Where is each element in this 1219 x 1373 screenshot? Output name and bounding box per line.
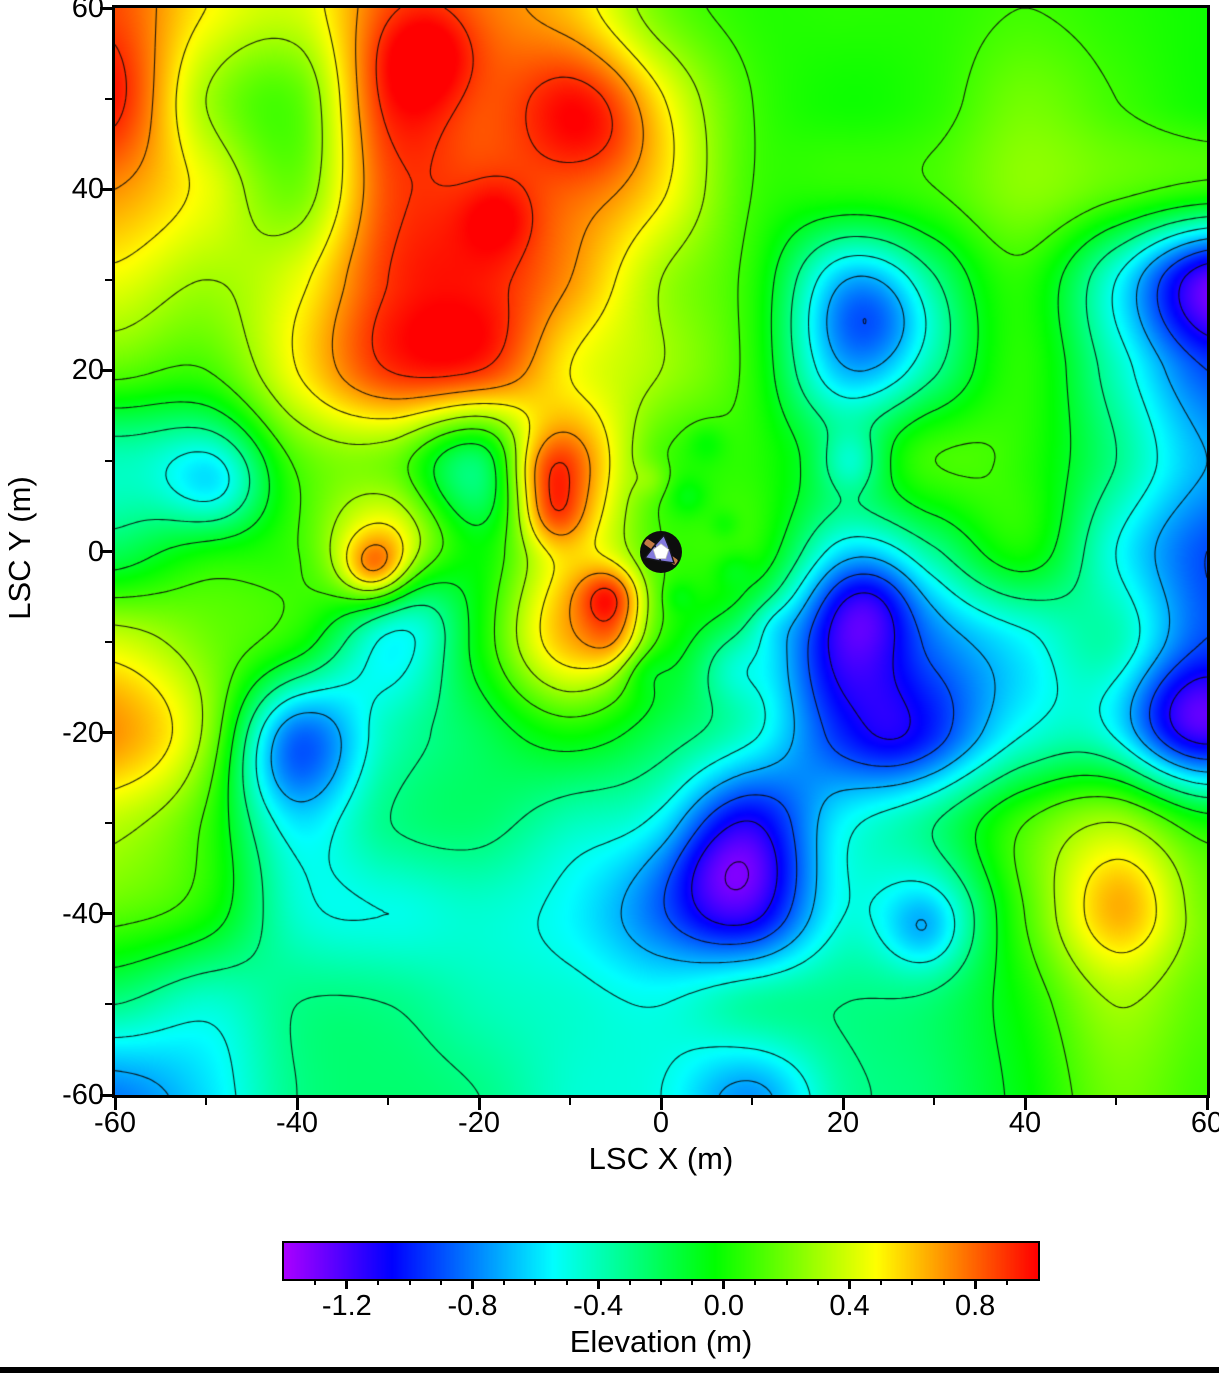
x-axis-minor-tick <box>387 1098 389 1105</box>
y-axis-minor-tick <box>105 641 112 644</box>
y-axis-major-tick <box>100 187 112 191</box>
y-axis-major-tick <box>100 550 112 553</box>
y-axis-major-tick <box>100 1093 112 1097</box>
x-axis-major-tick <box>1023 1098 1027 1110</box>
y-axis-minor-tick <box>105 459 112 462</box>
x-axis-minor-tick <box>569 1098 571 1105</box>
colorbar-major-tick <box>596 1279 600 1289</box>
x-axis-major-tick <box>659 1098 663 1110</box>
colorbar-major-tick <box>973 1279 977 1289</box>
y-axis-tick-label: -40 <box>62 897 104 930</box>
y-axis-tick-label: 60 <box>71 0 104 24</box>
colorbar-minor-tick <box>660 1279 662 1285</box>
colorbar-minor-tick <box>534 1279 537 1285</box>
colorbar-minor-tick <box>408 1279 411 1285</box>
x-axis-major-tick <box>1205 1098 1209 1110</box>
colorbar-minor-tick <box>879 1279 882 1285</box>
colorbar-tick-label: 0.8 <box>954 1290 996 1322</box>
x-axis-tick-label: 40 <box>1008 1107 1042 1139</box>
x-axis-minor-tick <box>1115 1098 1117 1105</box>
x-axis-tick-label: -40 <box>276 1107 318 1139</box>
y-axis-major-tick <box>100 731 112 735</box>
x-axis-major-tick <box>113 1098 117 1110</box>
colorbar-tick-label: -0.8 <box>447 1290 498 1322</box>
colorbar-minor-tick <box>628 1279 631 1285</box>
colorbar-minor-tick <box>440 1279 443 1285</box>
site-marker-icon <box>640 530 682 573</box>
colorbar-tick-label: 0.4 <box>829 1290 870 1322</box>
colorbar <box>282 1241 1040 1281</box>
colorbar-minor-tick <box>911 1279 914 1285</box>
colorbar-minor-tick <box>691 1279 694 1285</box>
y-axis-tick-label: 20 <box>71 354 104 387</box>
y-axis-minor-tick <box>105 1003 112 1006</box>
y-axis-minor-tick <box>105 278 112 281</box>
y-axis-tick-label: -20 <box>62 716 104 749</box>
colorbar-minor-tick <box>565 1279 568 1285</box>
x-axis-major-tick <box>295 1098 299 1110</box>
colorbar-tick-label: -0.4 <box>573 1290 624 1322</box>
colorbar-minor-tick <box>785 1279 788 1285</box>
x-axis-label: LSC X (m) <box>588 1141 734 1176</box>
y-axis-minor-tick <box>105 822 112 825</box>
x-axis-tick-label: -20 <box>458 1107 500 1139</box>
x-axis-tick-label: -60 <box>94 1107 136 1139</box>
x-axis-tick-label: 60 <box>1190 1107 1219 1139</box>
y-axis-major-tick <box>100 912 112 916</box>
colorbar-major-tick <box>722 1279 726 1289</box>
colorbar-minor-tick <box>1005 1279 1008 1285</box>
x-axis-major-tick <box>841 1098 845 1110</box>
y-axis-tick-label: 0 <box>87 535 104 568</box>
x-axis-minor-tick <box>205 1098 207 1105</box>
x-axis-major-tick <box>477 1098 481 1110</box>
y-axis-major-tick <box>100 368 112 372</box>
x-axis-minor-tick <box>933 1098 935 1105</box>
colorbar-label: Elevation (m) <box>569 1324 753 1359</box>
colorbar-minor-tick <box>942 1279 945 1285</box>
colorbar-gradient <box>284 1243 1038 1279</box>
x-axis-tick-label: 20 <box>826 1107 860 1139</box>
x-axis-minor-tick <box>751 1098 753 1105</box>
bottom-rule <box>0 1367 1219 1373</box>
y-axis-major-tick <box>100 6 112 10</box>
colorbar-major-tick <box>345 1279 349 1289</box>
colorbar-minor-tick <box>314 1279 317 1285</box>
colorbar-minor-tick <box>754 1279 757 1285</box>
colorbar-minor-tick <box>817 1279 820 1285</box>
colorbar-minor-tick <box>502 1279 505 1285</box>
colorbar-tick-label: -1.2 <box>321 1290 372 1322</box>
y-axis-minor-tick <box>105 97 112 100</box>
x-axis-tick-label: 0 <box>652 1107 670 1139</box>
y-axis-tick-label: 40 <box>71 173 104 206</box>
contour-plot <box>112 5 1210 1098</box>
colorbar-major-tick <box>848 1279 851 1289</box>
y-axis-tick-label: -60 <box>62 1079 104 1111</box>
colorbar-minor-tick <box>377 1279 380 1285</box>
colorbar-major-tick <box>471 1279 474 1289</box>
colorbar-tick-label: 0.0 <box>703 1290 744 1322</box>
